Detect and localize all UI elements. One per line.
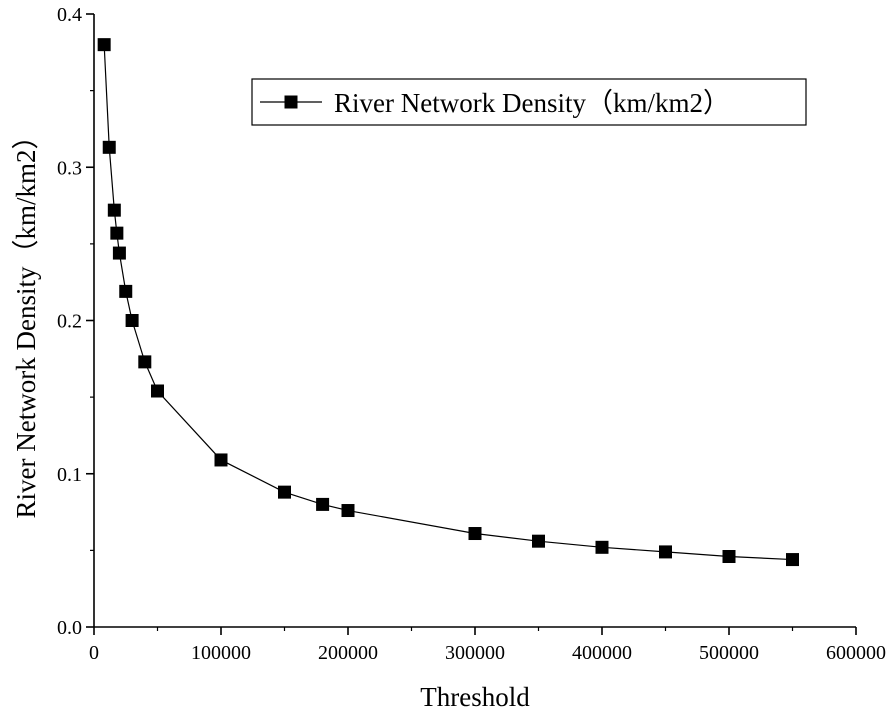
- data-point: [151, 384, 164, 398]
- x-tick-label: 200000: [318, 642, 378, 664]
- data-point: [595, 540, 609, 554]
- y-ticks: 0.0 0.1 0.2 0.3 0.4: [57, 4, 94, 639]
- axes: 0 100000 200000 300000 400000 500000 600000 0.…: [57, 4, 886, 664]
- data-point: [119, 284, 133, 298]
- data-point: [341, 504, 355, 518]
- data-point: [107, 203, 121, 217]
- y-tick-label: 0.0: [57, 617, 82, 639]
- data-point: [110, 226, 124, 240]
- data-point: [97, 38, 111, 52]
- x-tick-label: 0: [89, 642, 99, 664]
- data-point: [214, 453, 228, 467]
- y-tick-label: 0.3: [57, 157, 82, 179]
- x-tick-label: 100000: [191, 642, 251, 664]
- x-tick-label: 300000: [445, 642, 505, 664]
- data-point: [278, 485, 291, 499]
- y-tick-label: 0.1: [57, 464, 82, 486]
- plot-area: [97, 38, 799, 567]
- data-point: [786, 553, 799, 567]
- data-point: [112, 246, 126, 260]
- data-point: [125, 314, 139, 327]
- data-point: [316, 497, 330, 511]
- x-tick-label: 600000: [826, 642, 886, 664]
- data-point: [138, 355, 152, 369]
- legend-label: River Network Density（km/km2）: [334, 88, 730, 118]
- y-axis-title: River Network Density（km/km2）: [11, 123, 41, 519]
- legend-box: [251, 78, 807, 126]
- y-tick-label: 0.4: [57, 4, 82, 26]
- x-tick-label: 500000: [699, 642, 759, 664]
- y-tick-label: 0.2: [57, 311, 82, 333]
- data-point: [532, 534, 545, 548]
- data-point: [722, 550, 736, 564]
- legend: River Network Density（km/km2）: [251, 78, 807, 126]
- data-point: [659, 545, 672, 559]
- data-point: [468, 527, 482, 541]
- x-tick-label: 400000: [572, 642, 632, 664]
- legend-marker: [284, 95, 298, 109]
- x-ticks: 0 100000 200000 300000 400000 500000 600000: [89, 627, 886, 664]
- data-point: [102, 140, 116, 154]
- x-axis-title: Threshold: [420, 682, 530, 712]
